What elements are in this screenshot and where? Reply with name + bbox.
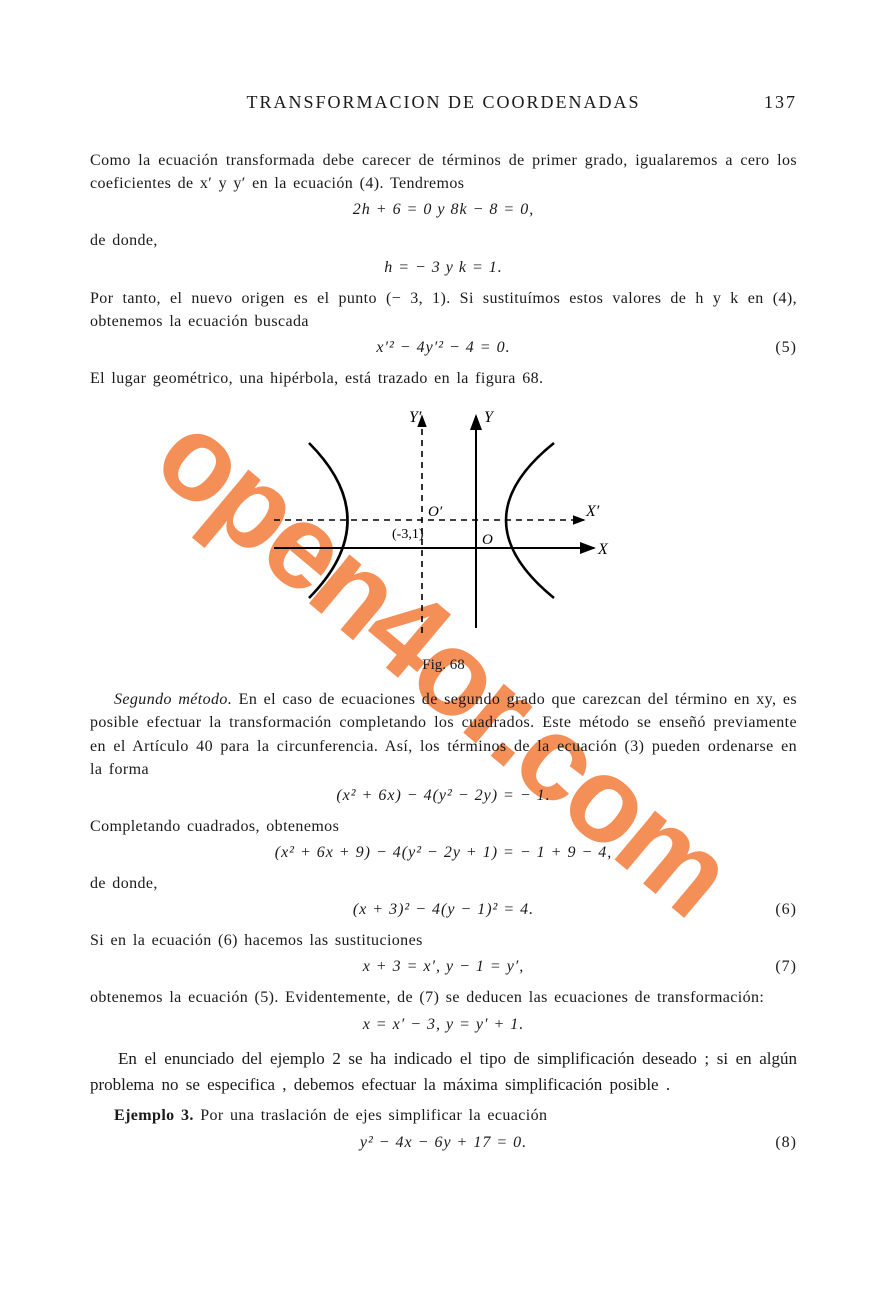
segundo-metodo-label: Segundo método. (114, 691, 232, 708)
page-header: TRANSFORMACION DE COORDENADAS 137 (90, 92, 797, 113)
equation-3-body: x′² − 4y′² − 4 = 0. (376, 339, 510, 356)
ejemplo-3: Ejemplo 3. Por una traslación de ejes si… (90, 1104, 797, 1127)
paragraph-4: El lugar geométrico, una hipérbola, está… (90, 367, 797, 390)
equation-7-body: x + 3 = x′, y − 1 = y′, (363, 958, 525, 975)
svg-text:O: O (482, 532, 493, 548)
equation-9-number: (8) (775, 1134, 797, 1152)
paragraph-8: Si en la ecuación (6) hacemos las sustit… (90, 929, 797, 952)
header-title: TRANSFORMACION DE COORDENADAS (246, 92, 640, 113)
equation-6: (x + 3)² − 4(y − 1)² = 4. (6) (90, 901, 797, 919)
paragraph-2: de donde, (90, 229, 797, 252)
equation-7-number: (7) (775, 958, 797, 976)
ejemplo-3-text: Por una traslación de ejes simplificar l… (200, 1107, 547, 1124)
equation-2: h = − 3 y k = 1. (90, 259, 797, 277)
figure-caption: Fig. 68 (90, 657, 797, 674)
equation-9-body: y² − 4x − 6y + 17 = 0. (360, 1134, 527, 1151)
equation-7: x + 3 = x′, y − 1 = y′, (7) (90, 958, 797, 976)
svg-text:Y: Y (484, 409, 495, 426)
equation-6-body: (x + 3)² − 4(y − 1)² = 4. (353, 901, 534, 918)
equation-4: (x² + 6x) − 4(y² − 2y) = − 1. (90, 787, 797, 805)
equation-1: 2h + 6 = 0 y 8k − 8 = 0, (90, 201, 797, 219)
paragraph-7: de donde, (90, 872, 797, 895)
paragraph-1: Como la ecuación transformada debe carec… (90, 149, 797, 195)
equation-9: y² − 4x − 6y + 17 = 0. (8) (90, 1134, 797, 1152)
svg-text:Y′: Y′ (409, 409, 422, 426)
page-number: 137 (764, 92, 797, 113)
paragraph-10: En el enunciado del ejemplo 2 se ha indi… (90, 1046, 797, 1099)
hyperbola-figure-svg: Y Y′ X X′ O O′ (-3,1) (254, 398, 634, 648)
paragraph-9: obtenemos la ecuación (5). Evidentemente… (90, 986, 797, 1009)
equation-6-number: (6) (775, 901, 797, 919)
ejemplo-3-label: Ejemplo 3. (114, 1107, 194, 1124)
equation-3: x′² − 4y′² − 4 = 0. (5) (90, 339, 797, 357)
svg-text:X′: X′ (585, 503, 600, 520)
figure-68: Y Y′ X X′ O O′ (-3,1) (90, 398, 797, 653)
equation-3-number: (5) (775, 339, 797, 357)
paragraph-6: Completando cuadrados, obtenemos (90, 815, 797, 838)
svg-text:O′: O′ (428, 504, 443, 520)
paragraph-3: Por tanto, el nuevo origen es el punto (… (90, 287, 797, 333)
svg-text:X: X (597, 541, 609, 558)
svg-text:(-3,1): (-3,1) (392, 527, 424, 542)
equation-8: x = x′ − 3, y = y′ + 1. (90, 1016, 797, 1034)
paragraph-5: Segundo método. En el caso de ecuaciones… (90, 688, 797, 781)
equation-5: (x² + 6x + 9) − 4(y² − 2y + 1) = − 1 + 9… (90, 844, 797, 862)
